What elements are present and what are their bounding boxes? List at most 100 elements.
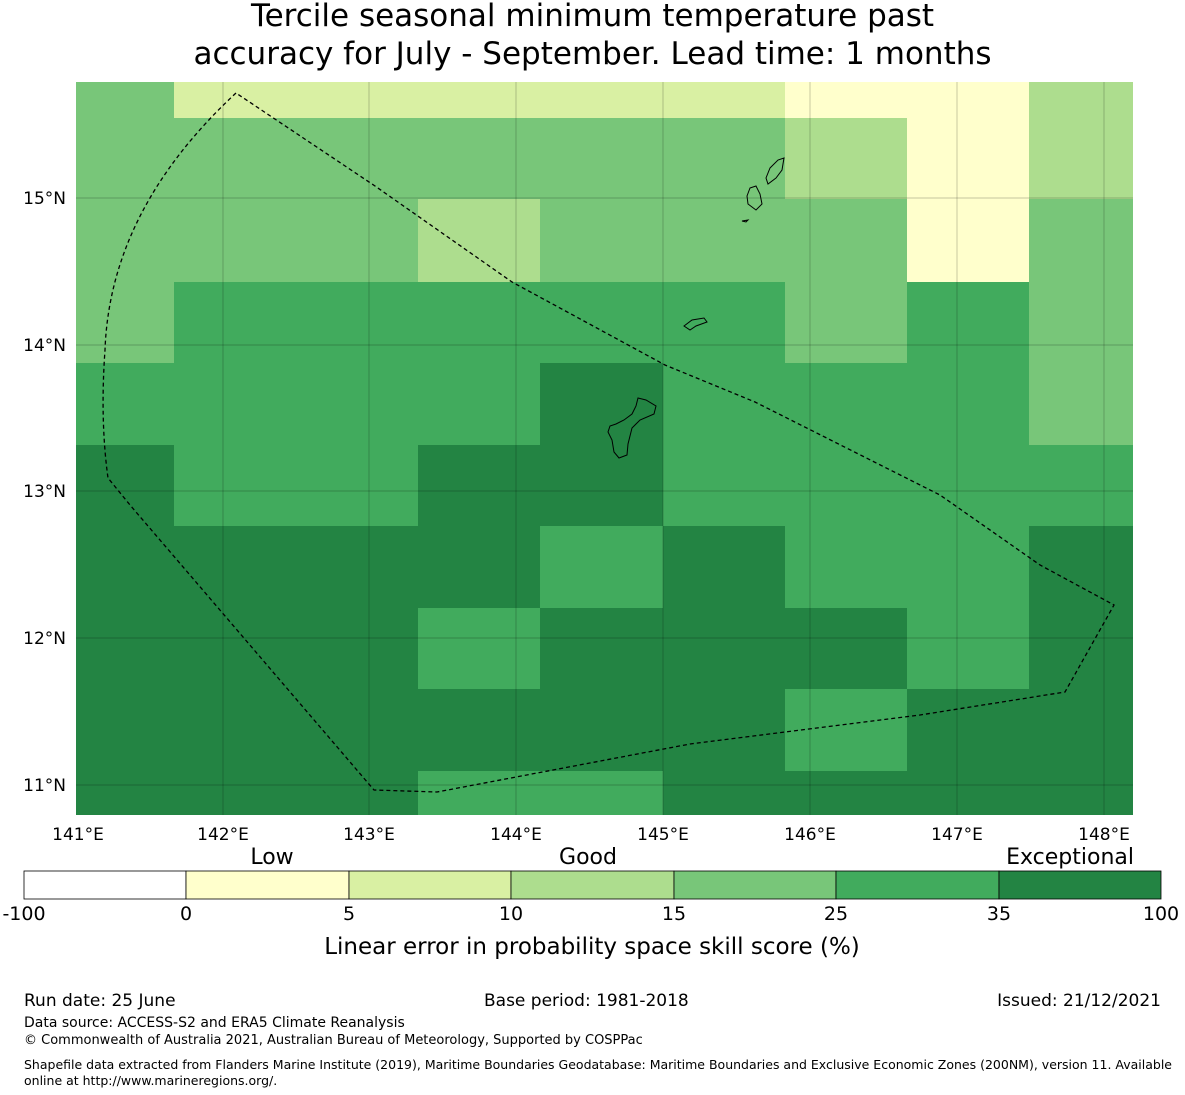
lon-label: 142°E xyxy=(197,825,249,845)
grid-cell xyxy=(907,608,1029,689)
grid-cell xyxy=(1029,82,1133,118)
grid-cell xyxy=(785,118,907,199)
tick-label: 100 xyxy=(1143,903,1179,925)
grid-cell xyxy=(540,445,663,526)
run-date: Run date: 25 June xyxy=(24,991,176,1011)
lon-label: 144°E xyxy=(490,825,542,845)
lat-label: 13°N xyxy=(23,482,66,502)
latitude-labels: 15°N 14°N 13°N 12°N 11°N xyxy=(23,189,66,796)
grid-cell xyxy=(1029,363,1133,445)
lon-label: 146°E xyxy=(784,825,836,845)
grid-cell xyxy=(907,282,1029,363)
lat-label: 15°N xyxy=(23,189,66,209)
grid-cell xyxy=(1029,608,1133,689)
tick-label: 15 xyxy=(662,903,686,925)
grid-cell xyxy=(785,445,907,526)
category-exceptional: Exceptional xyxy=(1006,845,1134,870)
grid-cell xyxy=(663,118,785,199)
grid-cell xyxy=(785,199,907,282)
lat-label: 11°N xyxy=(23,776,66,796)
grid-cell xyxy=(907,771,1029,815)
grid-cell xyxy=(418,771,540,815)
base-period: Base period: 1981-2018 xyxy=(484,991,689,1011)
islands xyxy=(607,157,785,459)
lon-label: 145°E xyxy=(637,825,689,845)
grid-cell xyxy=(540,118,663,199)
grid-cell xyxy=(174,771,296,815)
grid-cell xyxy=(1029,689,1133,771)
grid-cell xyxy=(907,445,1029,526)
grid-cell xyxy=(663,82,785,118)
tick-label: 10 xyxy=(499,903,523,925)
colorbar-swatch xyxy=(673,870,837,900)
grid-cell xyxy=(174,689,296,771)
island-saipan xyxy=(765,157,785,185)
grid-cell xyxy=(296,526,418,608)
grid-cell xyxy=(418,282,540,363)
grid-cell xyxy=(76,82,174,118)
colorbar-category-labels: Low Good Exceptional xyxy=(250,845,1134,870)
issued-date: Issued: 21/12/2021 xyxy=(997,991,1161,1011)
grid-cell xyxy=(663,526,785,608)
grid-cell xyxy=(540,82,663,118)
lon-label: 148°E xyxy=(1078,825,1130,845)
grid-cell xyxy=(663,363,785,445)
colorbar-label: Linear error in probability space skill … xyxy=(324,934,860,960)
grid-cell xyxy=(785,282,907,363)
grid-cell xyxy=(785,363,907,445)
grid-cell xyxy=(663,282,785,363)
grid-cell xyxy=(296,282,418,363)
lon-label: 147°E xyxy=(931,825,983,845)
grid-cell xyxy=(76,363,174,445)
grid-cell xyxy=(76,771,174,815)
map-title-line2: accuracy for July - September. Lead time… xyxy=(193,36,992,72)
tick-label: 25 xyxy=(824,903,848,925)
grid-cell xyxy=(418,363,540,445)
grid-cell xyxy=(907,82,1029,118)
grid-cell xyxy=(663,771,785,815)
grid-cell xyxy=(296,363,418,445)
grid-cell xyxy=(76,689,174,771)
grid-cell xyxy=(1029,199,1133,282)
grid-cell xyxy=(907,199,1029,282)
grid-cell xyxy=(76,118,174,199)
colorbar-tick-labels: -100 0 5 10 15 25 35 100 xyxy=(2,903,1179,925)
grid-cell xyxy=(418,118,540,199)
category-low: Low xyxy=(250,845,293,870)
grid-cell xyxy=(663,199,785,282)
grid-cell xyxy=(1029,282,1133,363)
grid-cell xyxy=(785,526,907,608)
grid-cell xyxy=(418,526,540,608)
grid-cell xyxy=(663,689,785,771)
grid-cell xyxy=(418,445,540,526)
grid-cell xyxy=(174,363,296,445)
grid-cell xyxy=(540,689,663,771)
copyright: © Commonwealth of Australia 2021, Austra… xyxy=(24,1033,643,1048)
tick-label: 0 xyxy=(180,903,192,925)
eez-boundary xyxy=(102,92,1115,793)
island-aguijan xyxy=(741,219,750,223)
island-rota xyxy=(683,317,708,331)
grid-cell xyxy=(540,282,663,363)
grid-cell xyxy=(418,82,540,118)
lat-label: 14°N xyxy=(23,336,66,356)
grid-cell xyxy=(174,445,296,526)
lat-label: 12°N xyxy=(23,629,66,649)
grid-cell xyxy=(296,689,418,771)
grid-cell xyxy=(907,363,1029,445)
grid-cell xyxy=(418,689,540,771)
grid-cell xyxy=(540,363,663,445)
graticule xyxy=(76,82,1133,815)
grid-cell xyxy=(76,526,174,608)
grid-cell xyxy=(785,82,907,118)
grid-cell xyxy=(174,118,296,199)
shapefile-credit: Shapefile data extracted from Flanders M… xyxy=(24,1057,1172,1088)
grid-cell xyxy=(296,608,418,689)
grid-cell xyxy=(540,608,663,689)
grid-cell xyxy=(663,445,785,526)
grid-cell xyxy=(296,199,418,282)
grid-cell xyxy=(76,445,174,526)
colorbar xyxy=(23,870,1162,900)
grid-cell xyxy=(1029,526,1133,608)
grid-cell xyxy=(1029,118,1133,199)
